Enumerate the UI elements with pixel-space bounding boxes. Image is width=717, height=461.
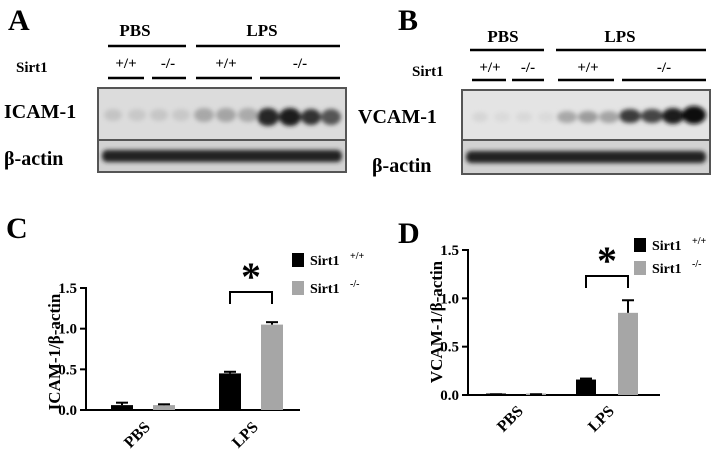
legend-label: Sirt1 xyxy=(652,262,682,277)
bar-pbs-wt xyxy=(111,405,133,410)
panel-label-a: A xyxy=(8,4,30,37)
panel-label-b: B xyxy=(398,4,418,37)
y-axis-label: VCAM-1/β-actin xyxy=(427,260,446,383)
blot-b-treatment-lps: LPS xyxy=(604,27,635,46)
y-tick-label: 0.0 xyxy=(440,388,459,404)
significance-star: * xyxy=(597,238,617,283)
legend-swatch xyxy=(292,281,304,295)
bar-lps-ko xyxy=(618,312,638,395)
y-tick-label: 1.5 xyxy=(58,281,77,297)
legend-swatch xyxy=(292,253,304,267)
blot-b-genotype-pbs-ko: -/- xyxy=(521,60,535,76)
bar-pbs-ko xyxy=(153,405,175,410)
blot-b-genotype-pbs-wt: +/+ xyxy=(479,60,500,76)
y-tick-label: 1.0 xyxy=(440,291,459,307)
y-tick-label: 0.0 xyxy=(58,403,77,419)
blot-b-row-vcam1-label: VCAM-1 xyxy=(358,106,437,128)
legend-label: Sirt1 xyxy=(310,282,340,297)
blot-a-genotype-lps-ko: -/- xyxy=(293,56,307,72)
legend-label-superscript: -/- xyxy=(692,259,701,270)
blot-b-row-actin-label: β-actin xyxy=(372,155,431,177)
panel-label-d: D xyxy=(398,217,420,250)
x-category-label: PBS xyxy=(121,419,154,452)
x-category-label: LPS xyxy=(585,403,618,436)
legend-label-superscript: +/+ xyxy=(350,251,364,262)
blot-a-genotype-lps-wt: +/+ xyxy=(215,56,236,72)
blot-a-treatment-pbs: PBS xyxy=(119,21,150,40)
blot-b-vcam1-strip xyxy=(461,89,711,141)
blot-a-genotype-pbs-ko: -/- xyxy=(161,56,175,72)
y-axis-label: ICAM-1/β-actin xyxy=(45,293,64,410)
bar-lps-wt xyxy=(219,373,241,410)
bar-lps-wt xyxy=(576,379,596,395)
blot-a-row-actin-label: β-actin xyxy=(4,148,63,170)
blot-b-treatment-pbs: PBS xyxy=(487,27,518,46)
significance-bracket xyxy=(229,291,273,304)
x-category-label: PBS xyxy=(494,403,527,436)
significance-bracket xyxy=(585,275,629,288)
blot-b-genotype-lps-ko: -/- xyxy=(657,60,671,76)
y-tick-label: 1.0 xyxy=(58,322,77,338)
blot-a-treatment-lps: LPS xyxy=(246,21,277,40)
blot-a-genotype-label: Sirt1 xyxy=(16,60,48,76)
legend-label-superscript: -/- xyxy=(350,279,359,290)
panel-label-c: C xyxy=(6,212,28,245)
blot-b-actin-strip xyxy=(461,139,711,175)
y-tick-label: 0.5 xyxy=(58,362,77,378)
x-category-label: LPS xyxy=(229,419,262,452)
y-tick-label: 0.5 xyxy=(440,340,459,356)
legend-swatch xyxy=(634,238,646,252)
blot-a-genotype-pbs-wt: +/+ xyxy=(115,56,136,72)
significance-star: * xyxy=(241,254,261,299)
legend-swatch xyxy=(634,261,646,275)
legend-label-superscript: +/+ xyxy=(692,236,706,247)
blot-b-genotype-lps-wt: +/+ xyxy=(577,60,598,76)
y-tick-label: 1.5 xyxy=(440,243,459,259)
bar-lps-ko xyxy=(261,324,283,410)
legend-label: Sirt1 xyxy=(310,254,340,269)
blot-a-row-icam1-label: ICAM-1 xyxy=(4,101,76,123)
blot-b-genotype-label: Sirt1 xyxy=(412,64,444,80)
legend-label: Sirt1 xyxy=(652,239,682,254)
blot-a-icam1-strip xyxy=(97,87,347,141)
blot-a-actin-strip xyxy=(97,139,347,173)
